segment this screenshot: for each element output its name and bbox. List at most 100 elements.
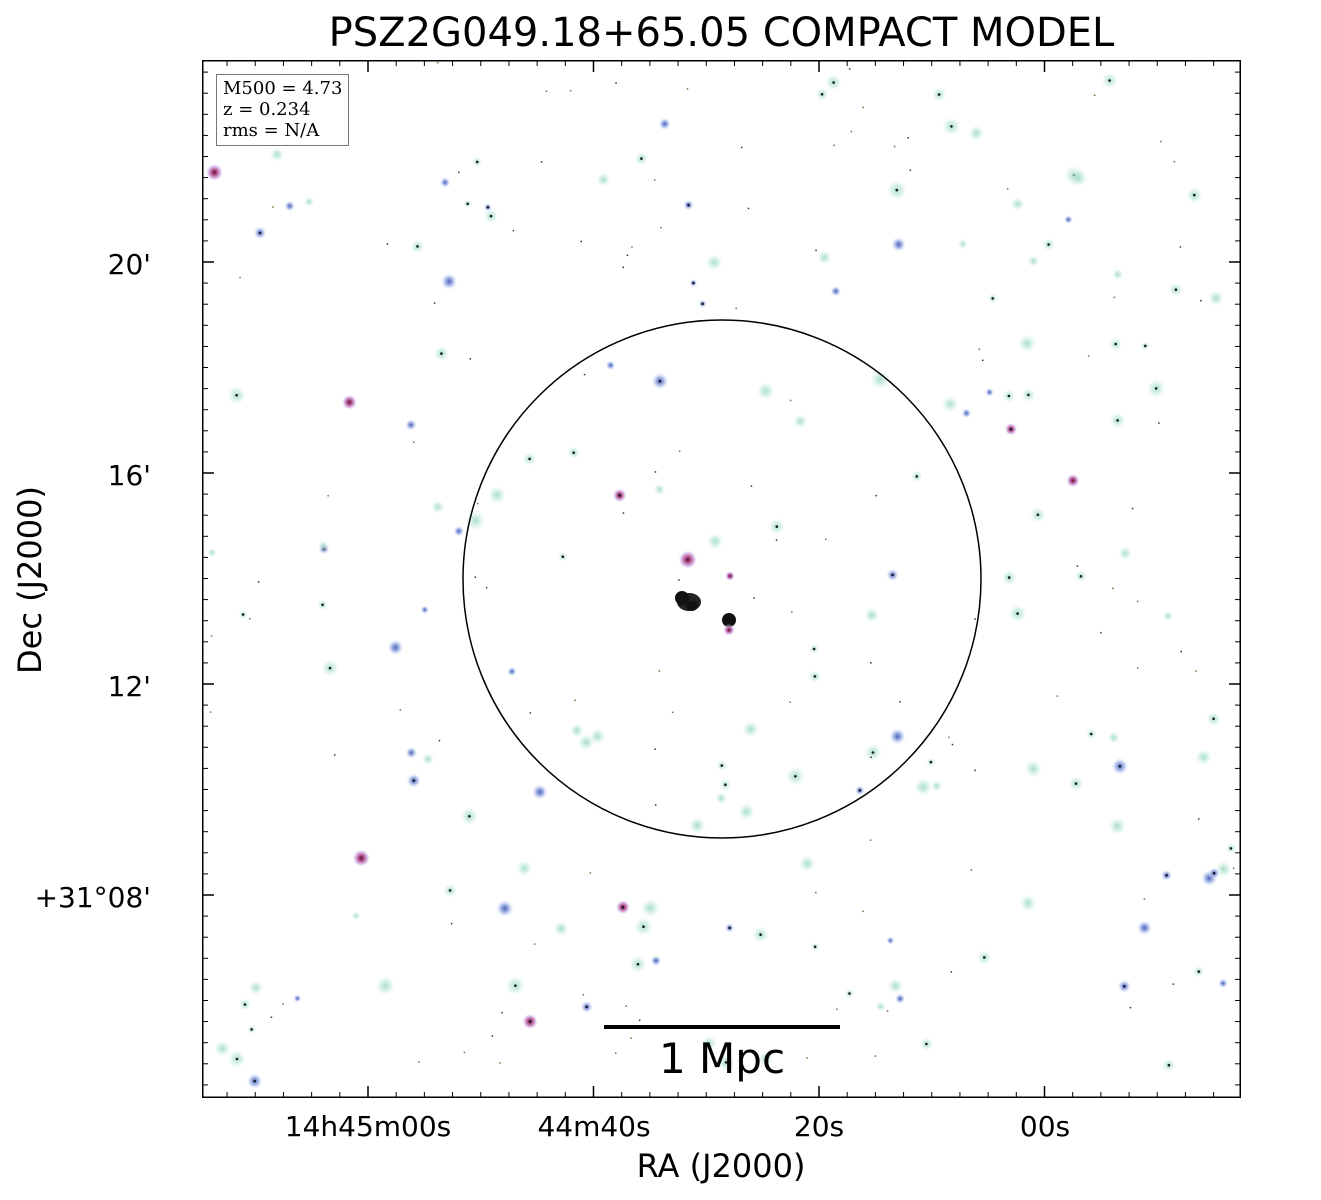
y-tick-label: +31°08' (34, 881, 151, 914)
faint-pixel (862, 910, 864, 913)
point-source-core (1007, 576, 1011, 579)
faint-pixel (1158, 422, 1160, 424)
point-source-core (258, 231, 262, 235)
faint-pixel (413, 441, 415, 443)
point-source-core (235, 393, 238, 397)
faint-pixel (806, 1057, 808, 1059)
point-source-core (321, 603, 324, 607)
point-source (420, 605, 430, 615)
faint-pixel (1200, 299, 1202, 302)
point-source (940, 395, 960, 414)
faint-pixel (399, 709, 402, 711)
faint-pixel (789, 701, 791, 703)
point-source (1162, 610, 1174, 622)
faint-pixel (735, 307, 737, 310)
point-source-core (1116, 419, 1119, 422)
point-source (930, 779, 943, 793)
faint-pixel (1087, 355, 1090, 357)
point-source (869, 368, 892, 391)
faint-pixel (970, 869, 973, 871)
faint-pixel (1129, 1006, 1132, 1009)
faint-pixel (909, 169, 912, 171)
faint-pixel (626, 254, 629, 256)
faint-pixel (775, 539, 778, 541)
point-source-core (1016, 612, 1019, 615)
point-source (464, 510, 487, 532)
faint-pixel (1112, 587, 1114, 590)
faint-pixel (654, 179, 656, 181)
point-source-core (1114, 342, 1117, 346)
point-source-core (692, 281, 695, 285)
point-source-core (561, 555, 565, 558)
point-source-core (871, 751, 875, 754)
point-source-core (1009, 427, 1013, 431)
point-source-core (636, 962, 640, 966)
point-source-core (848, 992, 851, 995)
faint-pixel (282, 1003, 284, 1005)
point-source (318, 540, 329, 551)
faint-pixel (272, 206, 274, 208)
point-source (886, 936, 895, 945)
point-source (440, 273, 458, 290)
faint-pixel (850, 130, 853, 133)
point-source (1010, 196, 1026, 212)
point-source-core (858, 789, 862, 792)
faint-pixel (589, 872, 592, 874)
point-source (653, 483, 666, 497)
point-source (1018, 893, 1038, 913)
point-source (531, 784, 548, 800)
faint-pixel (1100, 631, 1102, 634)
point-source (213, 1039, 232, 1058)
point-source (206, 547, 218, 558)
x-tick-label: 00s (1019, 1110, 1071, 1143)
point-source (352, 848, 371, 868)
point-source-core (891, 573, 894, 577)
faint-pixel (210, 635, 213, 637)
point-source (792, 413, 808, 429)
faint-pixel (574, 699, 576, 701)
sky-image (202, 60, 1241, 1098)
point-source (887, 977, 904, 995)
point-source-core (724, 1061, 728, 1064)
point-source (552, 920, 570, 937)
point-source (1017, 333, 1038, 354)
point-source (421, 752, 435, 767)
point-source-core (250, 1028, 253, 1031)
faint-pixel (540, 161, 543, 163)
point-source-core (412, 779, 416, 782)
point-source-core (618, 494, 621, 497)
y-tick-label: 16' (107, 459, 151, 492)
point-source (1194, 748, 1213, 767)
point-source-core (775, 525, 779, 528)
faint-pixel (974, 618, 976, 620)
point-source (967, 124, 985, 142)
point-source-core (813, 945, 817, 949)
point-source (374, 975, 397, 997)
point-source-core (1047, 243, 1050, 246)
faint-pixel (1195, 670, 1197, 672)
point-source (247, 979, 264, 996)
point-source (705, 253, 724, 272)
faint-pixel (654, 804, 657, 806)
point-source-core (572, 451, 575, 455)
faint-pixel (870, 662, 872, 664)
point-source (569, 722, 585, 739)
point-source-core (701, 302, 704, 306)
faint-pixel (875, 494, 877, 497)
point-source (687, 816, 707, 835)
faint-pixel (671, 711, 674, 714)
point-source-core (640, 157, 643, 160)
point-source-core (1154, 387, 1158, 390)
cluster-core (675, 571, 736, 636)
faint-pixel (450, 922, 453, 925)
x-tick-label: 20s (793, 1110, 845, 1143)
point-source (341, 394, 358, 411)
faint-pixel (836, 1008, 838, 1010)
faint-pixel (533, 943, 536, 945)
faint-pixel (660, 226, 662, 229)
faint-pixel (270, 1016, 273, 1018)
faint-pixel (622, 512, 625, 514)
point-source-core (440, 352, 443, 355)
faint-pixel (658, 670, 661, 672)
faint-pixel (1179, 246, 1182, 248)
